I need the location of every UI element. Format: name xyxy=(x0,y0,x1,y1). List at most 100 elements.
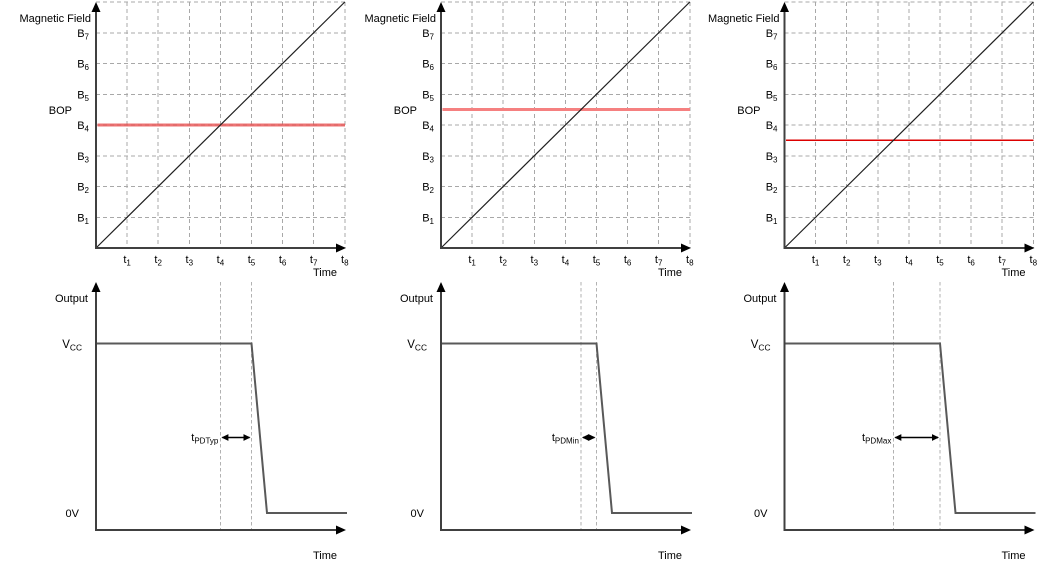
x-tick-label: t8 xyxy=(341,254,349,268)
time-axis-label: Time xyxy=(1001,267,1025,279)
x-tick-label: t5 xyxy=(248,254,256,268)
bop-label: BOP xyxy=(394,105,417,117)
time-axis-label: Time xyxy=(658,267,682,279)
field-ramp-line xyxy=(440,1,691,249)
panel-maximum: Magnetic Field B1 B2 B3 B4 B5 B6 B7 BOP t1 t2 t3 t4 t… xyxy=(708,1,1038,562)
zero-volt-label: 0V xyxy=(754,508,768,520)
propagation-delay-label: tPDTyp xyxy=(191,432,219,446)
x-tick-label: t5 xyxy=(936,254,944,268)
x-axis-arrow xyxy=(1024,525,1035,535)
x-tick-label: t5 xyxy=(593,254,601,268)
time-axis-label: Time xyxy=(1001,550,1025,562)
y-axis-arrow xyxy=(780,2,789,12)
x-tick-label: t8 xyxy=(686,254,694,268)
x-tick-label: t2 xyxy=(154,254,162,268)
x-axis-arrow xyxy=(336,525,346,535)
x-tick-label: t1 xyxy=(812,254,820,268)
y-tick-label: B6 xyxy=(77,59,89,73)
x-tick-label: t6 xyxy=(624,254,632,268)
output-waveform xyxy=(97,342,347,514)
x-axis-arrow xyxy=(681,243,691,253)
x-tick-label: t4 xyxy=(217,254,225,268)
magnetic-field-title: Magnetic Field xyxy=(19,13,91,25)
zero-volt-label: 0V xyxy=(66,508,80,520)
y-axis-arrow xyxy=(436,2,446,12)
y-axis-arrow xyxy=(91,2,101,12)
x-tick-label: t3 xyxy=(531,254,539,268)
output-chart: Output VCC 0V tPDMax Time xyxy=(743,282,1036,562)
delay-arrow-left-head xyxy=(221,434,229,441)
output-waveform xyxy=(442,342,692,514)
panel-typical: Magnetic Field B1 B2 B3 B4 B5 B6 B7 BOP t1 t2 t3 t4 t… xyxy=(19,1,349,562)
field-ramp-line xyxy=(784,1,1034,249)
x-tick-label: t4 xyxy=(905,254,913,268)
y-tick-label: B2 xyxy=(77,182,89,196)
vcc-label: VCC xyxy=(751,339,771,353)
y-tick-label: B5 xyxy=(422,89,434,103)
y-tick-label: B3 xyxy=(77,151,89,165)
bop-label: BOP xyxy=(737,105,760,117)
x-tick-label: t3 xyxy=(186,254,194,268)
magnetic-field-title: Magnetic Field xyxy=(364,13,436,25)
delay-arrow-right-head xyxy=(243,434,251,441)
y-tick-label: B7 xyxy=(766,28,778,42)
y-tick-label: B1 xyxy=(422,212,434,226)
y-tick-label: B3 xyxy=(766,151,778,165)
y-tick-label: B4 xyxy=(422,120,434,134)
y-tick-label: B2 xyxy=(422,182,434,196)
output-waveform xyxy=(785,342,1036,514)
y-tick-label: B7 xyxy=(77,28,89,42)
x-tick-label: t8 xyxy=(1030,254,1038,268)
y-tick-label: B1 xyxy=(766,212,778,226)
x-tick-label: t1 xyxy=(123,254,131,268)
delay-arrow-left-head xyxy=(581,434,589,441)
x-tick-label: t7 xyxy=(998,254,1006,268)
x-tick-label: t1 xyxy=(468,254,476,268)
x-axis-arrow xyxy=(681,525,691,535)
y-tick-label: B4 xyxy=(766,120,778,134)
vcc-label: VCC xyxy=(407,339,427,353)
time-axis-label: Time xyxy=(313,550,337,562)
panel-minimum: Magnetic Field B1 B2 B3 B4 B5 B6 B7 BOP t1 t2 t3 t4 t… xyxy=(364,1,694,562)
y-tick-label: B3 xyxy=(422,151,434,165)
y-axis-arrow xyxy=(91,282,101,292)
bop-label: BOP xyxy=(49,105,72,117)
output-title: Output xyxy=(55,293,88,305)
field-ramp-line xyxy=(95,1,346,249)
x-tick-label: t2 xyxy=(843,254,851,268)
y-tick-label: B6 xyxy=(422,59,434,73)
delay-arrow-right-head xyxy=(588,434,596,441)
x-tick-label: t3 xyxy=(874,254,882,268)
output-chart: Output VCC 0V tPDTyp Time xyxy=(55,282,347,562)
vcc-label: VCC xyxy=(62,339,82,353)
x-tick-label: t4 xyxy=(562,254,570,268)
output-title: Output xyxy=(400,293,433,305)
magnetic-field-title: Magnetic Field xyxy=(708,13,780,25)
magnetic-field-chart: Magnetic Field B1 B2 B3 B4 B5 B6 B7 BOP t1 t2 t3 t4 t… xyxy=(364,1,694,279)
x-tick-label: t7 xyxy=(310,254,318,268)
zero-volt-label: 0V xyxy=(411,508,425,520)
gridlines xyxy=(784,1,1034,248)
y-axis-arrow xyxy=(780,282,789,292)
y-tick-label: B1 xyxy=(77,212,89,226)
x-axis-arrow xyxy=(1024,243,1035,253)
magnetic-field-chart: Magnetic Field B1 B2 B3 B4 B5 B6 B7 BOP t1 t2 t3 t4 t… xyxy=(19,1,349,279)
x-axis-arrow xyxy=(336,243,346,253)
propagation-delay-label: tPDMax xyxy=(862,432,891,446)
output-title: Output xyxy=(743,293,776,305)
gridlines xyxy=(96,1,346,248)
x-tick-label: t7 xyxy=(655,254,663,268)
y-tick-label: B5 xyxy=(77,89,89,103)
x-tick-label: t6 xyxy=(279,254,287,268)
magnetic-field-chart: Magnetic Field B1 B2 B3 B4 B5 B6 B7 BOP t1 t2 t3 t4 t… xyxy=(708,1,1038,279)
y-axis-arrow xyxy=(436,282,446,292)
propagation-delay-label: tPDMin xyxy=(552,432,579,446)
time-axis-label: Time xyxy=(313,267,337,279)
x-tick-label: t6 xyxy=(967,254,975,268)
y-tick-label: B5 xyxy=(766,89,778,103)
y-tick-label: B6 xyxy=(766,59,778,73)
delay-arrow-left-head xyxy=(894,434,902,441)
x-tick-label: t2 xyxy=(499,254,507,268)
